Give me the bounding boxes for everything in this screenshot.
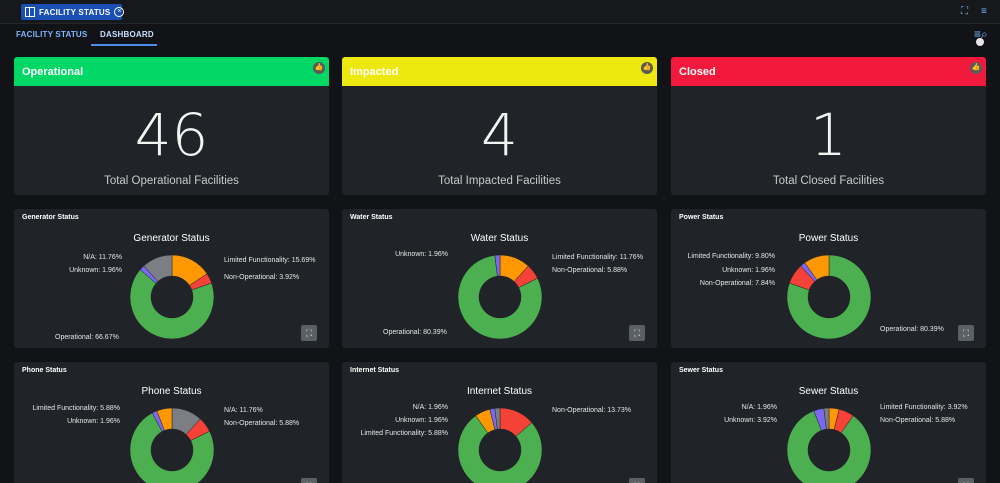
slice-operational[interactable] bbox=[129, 412, 215, 483]
operational-caption: Total Operational Facilities bbox=[104, 175, 239, 187]
sewer-status-card: Sewer Status Sewer Status N/A: 1.96% Unk… bbox=[671, 362, 986, 483]
slice-n-a[interactable] bbox=[143, 254, 173, 282]
data-label: Non-Operational: 5.88% bbox=[552, 267, 628, 274]
card-title: Impacted bbox=[350, 65, 399, 78]
facility-status-tab[interactable]: FACILITY STATUS × bbox=[21, 4, 125, 20]
chart-title: Power Status bbox=[798, 233, 859, 244]
data-label: Limited Functionality: 3.92% bbox=[880, 404, 968, 411]
donut-chart[interactable] bbox=[129, 254, 215, 340]
thumbs-up-icon[interactable]: 👍 bbox=[970, 62, 982, 74]
expand-button[interactable]: ⛶ bbox=[301, 478, 317, 483]
tab-dashboard[interactable]: DASHBOARD bbox=[100, 30, 154, 39]
chart-title: Internet Status bbox=[466, 386, 533, 397]
card-header: Water Status bbox=[350, 214, 393, 221]
expand-button[interactable]: ⛶ bbox=[629, 325, 645, 341]
impacted-caption: Total Impacted Facilities bbox=[438, 175, 561, 187]
card-title: Operational bbox=[22, 65, 84, 78]
expand-button[interactable]: ⛶ bbox=[301, 325, 317, 341]
water-status-card: Water Status Water Status Unknown: 1.96%… bbox=[342, 209, 657, 348]
data-label: Unknown: 3.92% bbox=[724, 417, 777, 424]
generator-status-card: Generator Status Generator Status N/A: 1… bbox=[14, 209, 329, 348]
slice-n-a[interactable] bbox=[494, 407, 501, 430]
data-label: Operational: 80.39% bbox=[383, 329, 447, 336]
card-title: Closed bbox=[679, 65, 716, 78]
tab-facility-status[interactable]: FACILITY STATUS bbox=[16, 30, 88, 39]
expand-button[interactable]: ⛶ bbox=[958, 325, 974, 341]
donut-chart[interactable] bbox=[786, 407, 872, 483]
card-header: Phone Status bbox=[22, 367, 67, 374]
tab-label: FACILITY STATUS bbox=[39, 7, 111, 17]
data-label: Limited Functionality: 15.69% bbox=[224, 257, 316, 264]
closed-header: Closed 👍 bbox=[671, 57, 986, 86]
toggle-knob[interactable] bbox=[976, 38, 984, 46]
slice-operational[interactable] bbox=[786, 410, 872, 483]
chart-title: Sewer Status bbox=[798, 386, 859, 397]
closed-card: Closed 👍 1 Total Closed Facilities bbox=[671, 57, 986, 195]
data-label: Unknown: 1.96% bbox=[395, 417, 448, 424]
closed-count: 1 bbox=[810, 101, 847, 169]
internet-status-card: Internet Status Internet Status N/A: 1.9… bbox=[342, 362, 657, 483]
thumbs-up-icon[interactable]: 👍 bbox=[641, 62, 653, 74]
data-label: N/A: 11.76% bbox=[224, 407, 263, 414]
power-status-card: Power Status Power Status Limited Functi… bbox=[671, 209, 986, 348]
chart-title: Phone Status bbox=[141, 386, 202, 397]
data-label: Unknown: 1.96% bbox=[69, 267, 122, 274]
data-label: Non-Operational: 5.88% bbox=[224, 420, 300, 427]
filter-search-icon[interactable]: ≡⌕ bbox=[974, 27, 988, 41]
data-label: Limited Functionality: 11.76% bbox=[552, 254, 643, 261]
top-bar: FACILITY STATUS × ⛶ ≡ bbox=[0, 0, 1000, 24]
data-label: Non-Operational: 13.73% bbox=[552, 407, 631, 414]
closed-caption: Total Closed Facilities bbox=[772, 175, 885, 187]
data-label: Unknown: 1.96% bbox=[395, 251, 448, 258]
layout-icon bbox=[25, 7, 35, 17]
slice-operational[interactable] bbox=[457, 255, 543, 340]
donut-chart[interactable] bbox=[129, 407, 215, 483]
impacted-header: Impacted 👍 bbox=[342, 57, 657, 86]
data-label: Limited Functionality: 5.88% bbox=[360, 430, 448, 437]
donut-chart[interactable] bbox=[786, 254, 872, 340]
data-label: Non-Operational: 5.88% bbox=[880, 417, 956, 424]
card-header: Power Status bbox=[679, 214, 724, 221]
operational-card: Operational 👍 46 Total Operational Facil… bbox=[14, 57, 329, 195]
slice-operational[interactable] bbox=[786, 254, 872, 340]
slice-unknown[interactable] bbox=[494, 254, 501, 277]
data-label: Operational: 66.67% bbox=[55, 334, 119, 341]
slice-operational[interactable] bbox=[129, 269, 215, 340]
data-label: Non-Operational: 3.92% bbox=[224, 274, 300, 281]
expand-button[interactable]: ⛶ bbox=[958, 478, 974, 483]
impacted-card: Impacted 👍 4 Total Impacted Facilities bbox=[342, 57, 657, 195]
thumbs-up-icon[interactable]: 👍 bbox=[313, 62, 325, 74]
data-label: Unknown: 1.96% bbox=[67, 418, 120, 425]
donut-chart[interactable] bbox=[457, 407, 543, 483]
data-label: N/A: 1.96% bbox=[412, 404, 448, 411]
slice-limited-functionality[interactable] bbox=[156, 407, 173, 431]
card-header: Internet Status bbox=[350, 367, 400, 374]
active-tab-indicator bbox=[91, 44, 157, 46]
data-label: Limited Functionality: 9.80% bbox=[687, 253, 775, 260]
slice-operational[interactable] bbox=[457, 415, 543, 483]
slice-n-a[interactable] bbox=[823, 407, 830, 430]
sub-navigation: FACILITY STATUS DASHBOARD bbox=[0, 25, 1000, 47]
operational-count: 46 bbox=[134, 101, 209, 169]
donut-chart[interactable] bbox=[457, 254, 543, 340]
chart-title: Water Status bbox=[470, 233, 529, 244]
card-header: Sewer Status bbox=[679, 367, 723, 374]
data-label: Unknown: 1.96% bbox=[722, 267, 775, 274]
data-label: N/A: 1.96% bbox=[741, 404, 777, 411]
close-icon[interactable]: × bbox=[114, 7, 125, 17]
operational-header: Operational 👍 bbox=[14, 57, 329, 86]
expand-button[interactable]: ⛶ bbox=[629, 478, 645, 483]
data-label: Operational: 80.39% bbox=[880, 326, 944, 333]
card-header: Generator Status bbox=[22, 214, 79, 221]
slice-limited-functionality[interactable] bbox=[804, 254, 830, 281]
data-label: Limited Functionality: 5.88% bbox=[32, 405, 120, 412]
data-label: Non-Operational: 7.84% bbox=[699, 280, 775, 287]
fullscreen-icon[interactable]: ⛶ bbox=[961, 6, 968, 17]
impacted-count: 4 bbox=[481, 101, 518, 169]
phone-status-card: Phone Status Phone Status Limited Functi… bbox=[14, 362, 329, 483]
data-label: N/A: 11.76% bbox=[83, 254, 122, 261]
filter-search-icon[interactable]: ≡ bbox=[981, 6, 987, 17]
chart-title: Generator Status bbox=[133, 233, 210, 244]
